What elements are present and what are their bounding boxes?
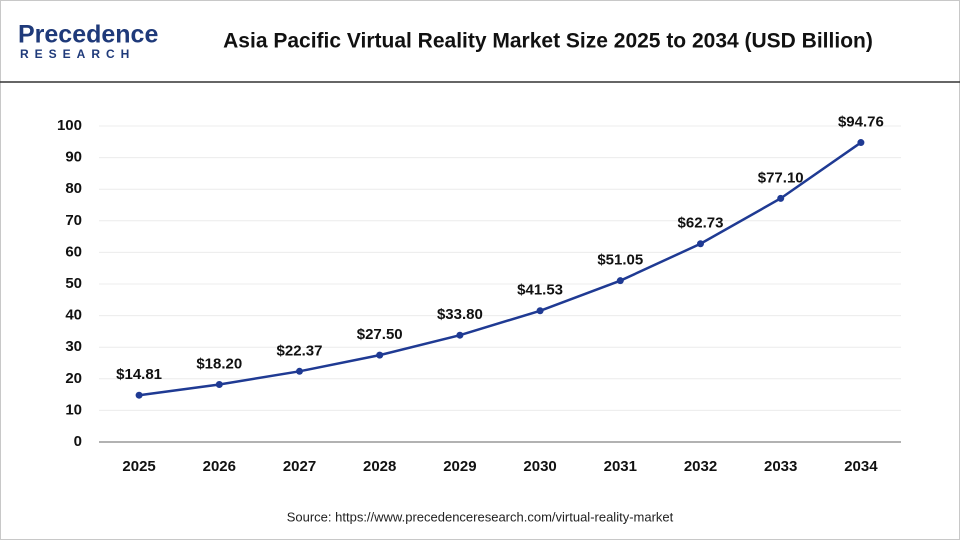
value-label: $33.80 xyxy=(437,306,483,323)
x-tick-label: 2031 xyxy=(604,458,637,475)
value-label: $22.37 xyxy=(277,342,323,359)
x-tick-label: 2026 xyxy=(203,458,236,475)
value-label: $27.50 xyxy=(357,326,403,343)
logo-name: Precedence xyxy=(18,21,158,49)
x-tick-label: 2030 xyxy=(523,458,556,475)
x-tick-label: 2032 xyxy=(684,458,717,475)
y-tick-label: 90 xyxy=(65,149,82,166)
point xyxy=(135,391,143,399)
point xyxy=(777,194,785,202)
x-tick-label: 2028 xyxy=(363,458,396,475)
point xyxy=(697,240,704,248)
source: Source: https://www.precedenceresearch.c… xyxy=(287,509,674,524)
value-label: $62.73 xyxy=(678,215,724,232)
y-tick-label: 80 xyxy=(65,180,82,197)
y-tick-label: 20 xyxy=(65,370,82,387)
x-tick-label: 2029 xyxy=(443,458,476,475)
y-tick-label: 100 xyxy=(57,117,82,134)
y-tick-label: 30 xyxy=(65,338,82,355)
y-tick-label: 70 xyxy=(65,212,82,229)
line xyxy=(138,141,862,397)
value-label: $14.81 xyxy=(116,366,162,383)
value-label: $18.20 xyxy=(196,355,242,372)
point xyxy=(215,380,223,388)
chart-title: Asia Pacific Virtual Reality Market Size… xyxy=(223,30,873,53)
y-tick-label: 40 xyxy=(65,307,82,324)
point xyxy=(616,277,624,285)
y-tick-label: 10 xyxy=(65,401,82,418)
point xyxy=(857,139,865,147)
value-label: $51.05 xyxy=(597,252,643,269)
point xyxy=(536,307,544,315)
value-label: $77.10 xyxy=(758,169,804,186)
point xyxy=(296,367,303,375)
value-label: $41.53 xyxy=(517,282,563,299)
value-label: $94.76 xyxy=(838,114,884,131)
x-tick-label: 2025 xyxy=(122,458,155,475)
y-tick-label: 50 xyxy=(65,275,82,292)
logo-tagline: RESEARCH xyxy=(20,47,135,61)
y-tick-label: 0 xyxy=(74,433,82,450)
point xyxy=(376,351,384,359)
x-tick-label: 2034 xyxy=(844,458,878,475)
x-tick-label: 2027 xyxy=(283,458,316,475)
point xyxy=(456,331,464,339)
y-tick-label: 60 xyxy=(65,243,82,260)
x-tick-label: 2033 xyxy=(764,458,797,475)
